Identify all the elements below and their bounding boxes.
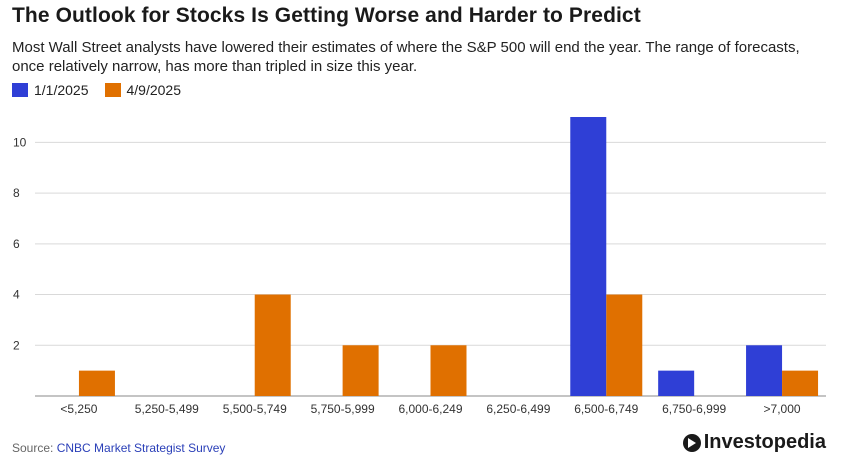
x-tick-label: 5,500-5,749 <box>223 402 287 416</box>
x-tick-label: <5,250 <box>60 402 97 416</box>
y-tick-label: 8 <box>13 186 20 200</box>
x-axis-ticks: <5,250 5,250-5,499 5,500-5,749 5,750-5,999 6… <box>60 402 800 416</box>
chart-title: The Outlook for Stocks Is Getting Worse … <box>12 4 641 27</box>
investopedia-logo-icon <box>682 433 701 452</box>
bar-apr-3 <box>342 345 379 396</box>
legend-item-4-9-2025: 4/9/2025 <box>104 82 182 98</box>
y-tick-label: 2 <box>13 338 20 352</box>
legend-swatch-orange <box>104 83 121 97</box>
bar-jan-8 <box>746 345 783 396</box>
source-prefix: Source: <box>12 441 57 455</box>
bar-apr-6 <box>606 294 643 396</box>
x-tick-label: 6,750-6,999 <box>662 402 726 416</box>
bar-jan-7 <box>658 370 695 396</box>
y-tick-label: 6 <box>13 237 20 251</box>
x-tick-label: 6,500-6,749 <box>574 402 638 416</box>
legend-label: 4/9/2025 <box>126 82 182 98</box>
x-tick-label: 5,750-5,999 <box>311 402 375 416</box>
brand-logo: Investopedia <box>682 431 826 454</box>
y-tick-label: 10 <box>13 135 27 149</box>
legend-swatch-blue <box>12 83 28 97</box>
bar-apr-2 <box>254 294 291 396</box>
chart-subtitle: Most Wall Street analysts have lowered t… <box>12 39 800 75</box>
y-axis-ticks: 2 4 6 8 10 <box>13 135 27 352</box>
bars <box>78 117 819 396</box>
bar-apr-8 <box>782 370 819 396</box>
legend-item-1-1-2025: 1/1/2025 <box>12 82 89 98</box>
x-tick-label: 6,250-6,499 <box>486 402 550 416</box>
source-note: Source: CNBC Market Strategist Survey <box>12 441 225 455</box>
bar-apr-4 <box>430 345 467 396</box>
y-tick-label: 4 <box>13 288 20 302</box>
x-tick-label: 5,250-5,499 <box>135 402 199 416</box>
legend: 1/1/2025 4/9/2025 <box>12 82 197 98</box>
bar-jan-6 <box>570 117 607 396</box>
x-tick-label: >7,000 <box>764 402 801 416</box>
x-tick-label: 6,000-6,249 <box>398 402 462 416</box>
brand-name: Investopedia <box>703 431 826 453</box>
bar-apr-0 <box>78 370 115 396</box>
source-link[interactable]: CNBC Market Strategist Survey <box>56 441 226 455</box>
legend-label: 1/1/2025 <box>34 82 89 98</box>
